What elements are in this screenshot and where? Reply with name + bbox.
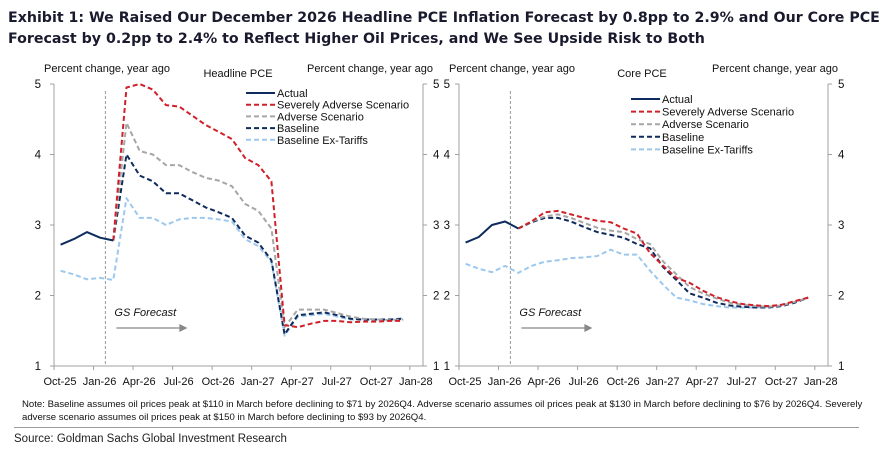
headline-ytick-label-left: 3 bbox=[35, 220, 41, 232]
core-ytick-label-left: 2 bbox=[444, 291, 450, 303]
headline-ytick-label-right: 5 bbox=[433, 79, 439, 91]
core-series-severely-adverse-scenario bbox=[517, 209, 809, 308]
core-legend-label: Severely Adverse Scenario bbox=[662, 107, 794, 119]
headline-legend-label: Actual bbox=[277, 88, 308, 100]
headline-xtick-label: Oct-25 bbox=[43, 376, 76, 388]
core-ylabel-right: Percent change, year ago bbox=[712, 63, 838, 75]
headline-xtick-label: Jan-26 bbox=[83, 376, 117, 388]
headline-xtick-label: Jul-27 bbox=[322, 376, 352, 388]
core-forecast-annotation: GS Forecast bbox=[519, 307, 582, 319]
headline-xtick-label: Jan-28 bbox=[399, 376, 433, 388]
headline-legend-label: Baseline bbox=[277, 123, 319, 135]
headline-ytick-label-right: 1 bbox=[433, 361, 439, 373]
core-xtick-label: Jan-26 bbox=[488, 376, 522, 388]
headline-forecast-arrow-head bbox=[179, 324, 188, 332]
headline-ylabel-right: Percent change, year ago bbox=[307, 63, 433, 75]
core-ylabel-left: Percent change, year ago bbox=[449, 63, 575, 75]
core-ytick-label-left: 3 bbox=[444, 220, 450, 232]
headline-ytick-label-left: 1 bbox=[35, 361, 41, 373]
headline-ylabel-left: Percent change, year ago bbox=[44, 63, 170, 75]
headline-xtick-label: Apr-27 bbox=[281, 376, 314, 388]
core-ytick-label-left: 4 bbox=[444, 150, 451, 162]
headline-series-severely-adverse-scenario bbox=[112, 83, 404, 329]
core-legend-label: Baseline bbox=[662, 132, 704, 144]
headline-ytick-label-left: 5 bbox=[35, 79, 41, 91]
exhibit-title: Exhibit 1: We Raised Our December 2026 H… bbox=[8, 10, 880, 47]
core-xtick-label: Apr-27 bbox=[686, 376, 719, 388]
headline-legend-label: Adverse Scenario bbox=[277, 111, 364, 123]
core-xtick-label: Jul-27 bbox=[727, 376, 757, 388]
headline-legend-label: Severely Adverse Scenario bbox=[277, 100, 409, 112]
headline-series-baseline bbox=[112, 153, 404, 336]
chart-note: Note: Baseline assumes oil prices peak a… bbox=[22, 399, 863, 423]
headline-series-baseline-ex-tariffs bbox=[60, 197, 404, 337]
core-xtick-label: Apr-26 bbox=[528, 376, 561, 388]
headline-legend-label: Baseline Ex-Tariffs bbox=[277, 135, 368, 147]
headline-forecast-annotation: GS Forecast bbox=[114, 307, 177, 319]
core-xtick-label: Oct-26 bbox=[607, 376, 640, 388]
headline-ytick-label-left: 2 bbox=[35, 291, 41, 303]
core-ytick-label-right: 1 bbox=[838, 361, 844, 373]
headline-xtick-label: Jul-26 bbox=[164, 376, 194, 388]
divider bbox=[14, 427, 859, 428]
headline-chart-title: Headline PCE bbox=[203, 68, 272, 80]
core-xtick-label: Oct-25 bbox=[448, 376, 481, 388]
core-xtick-label: Jan-27 bbox=[646, 376, 680, 388]
core-ytick-label-right: 4 bbox=[838, 150, 845, 162]
core-series-adverse-scenario bbox=[517, 213, 809, 308]
core-xtick-label: Oct-27 bbox=[765, 376, 798, 388]
core-ytick-label-left: 1 bbox=[444, 361, 450, 373]
core-ytick-label-right: 2 bbox=[838, 291, 844, 303]
core-series-baseline-ex-tariffs bbox=[465, 248, 809, 309]
core-ytick-label-left: 5 bbox=[444, 79, 450, 91]
headline-ytick-label-right: 4 bbox=[433, 150, 440, 162]
core-series-baseline bbox=[517, 216, 809, 309]
core-xtick-label: Jul-26 bbox=[569, 376, 599, 388]
core-chart-title: Core PCE bbox=[617, 68, 667, 80]
source-text: Source: Goldman Sachs Global Investment … bbox=[14, 433, 287, 445]
headline-xtick-label: Jan-27 bbox=[241, 376, 275, 388]
core-series-actual bbox=[465, 220, 519, 244]
headline-series-actual bbox=[60, 231, 114, 246]
headline-xtick-label: Oct-26 bbox=[202, 376, 235, 388]
headline-xtick-label: Oct-27 bbox=[360, 376, 393, 388]
headline-xtick-label: Apr-26 bbox=[123, 376, 156, 388]
headline-ytick-label-left: 4 bbox=[35, 150, 42, 162]
headline-series-adverse-scenario bbox=[112, 121, 404, 329]
headline-ytick-label-right: 2 bbox=[433, 291, 439, 303]
headline-ytick-label-right: 3 bbox=[433, 220, 439, 232]
core-legend-label: Baseline Ex-Tariffs bbox=[662, 144, 753, 156]
core-xtick-label: Jan-28 bbox=[804, 376, 838, 388]
core-ytick-label-right: 3 bbox=[838, 220, 844, 232]
core-legend-label: Adverse Scenario bbox=[662, 119, 749, 131]
core-ytick-label-right: 5 bbox=[838, 79, 844, 91]
core-forecast-arrow-head bbox=[584, 324, 593, 332]
core-legend-label: Actual bbox=[662, 94, 693, 106]
